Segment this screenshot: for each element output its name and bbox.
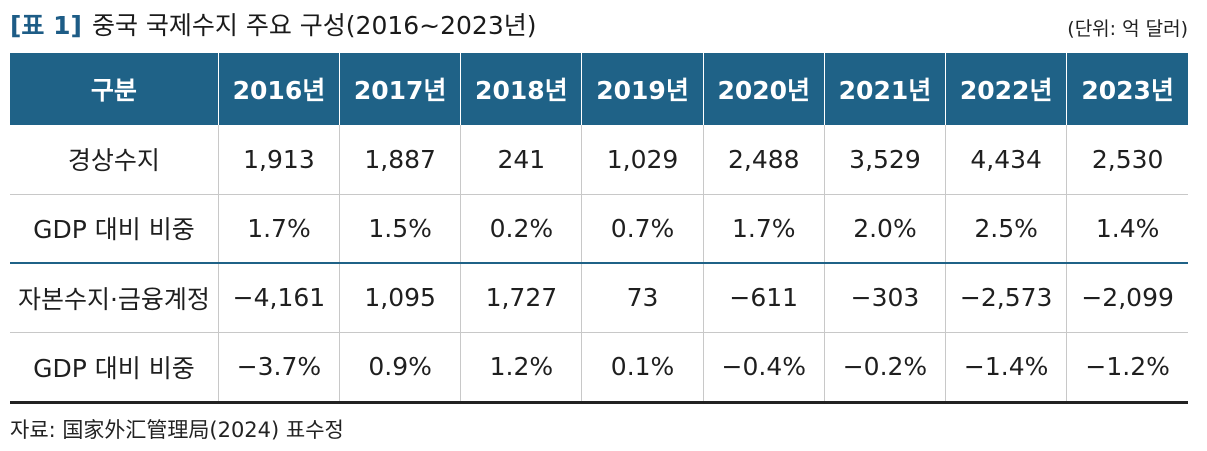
table-cell: 3,529 [823,125,946,194]
table-row-capital-financial-gdp-share: GDP 대비 비중 −3.7% 0.9% 1.2% 0.1% −0.4% −0.… [10,332,1188,401]
table-cell: 1,887 [339,125,461,194]
table-row-current-account-gdp-share: GDP 대비 비중 1.7% 1.5% 0.2% 0.7% 1.7% 2.0% … [10,194,1188,263]
table-cell: 1,029 [581,125,704,194]
table-cell: 1.5% [339,194,461,263]
row-label: GDP 대비 비중 [33,215,195,245]
unit-note: (단위: 억 달러) [1067,18,1188,40]
row-label: 경상수지 [67,146,160,176]
table-cell: 1.7% [217,194,340,263]
table-cell: 2,530 [1066,125,1188,194]
table-cell: 0.7% [581,194,704,263]
header-year: 2020년 [702,53,825,125]
table-cell: −2,573 [945,263,1067,332]
header-year: 2023년 [1066,53,1188,125]
table-cell: −0.2% [823,332,946,401]
table-cell: 2.5% [945,194,1067,263]
table-cell: 1,095 [339,263,461,332]
table-header-row: 구분 2016년 2017년 2018년 2019년 2020년 2021년 2… [10,53,1188,125]
table-cell: 1.4% [1066,194,1188,263]
table-cell: 1.7% [702,194,825,263]
data-table: 구분 2016년 2017년 2018년 2019년 2020년 2021년 2… [10,53,1188,401]
table-cell: −0.4% [702,332,825,401]
table-cell: 1.2% [460,332,582,401]
source-note: 자료: 国家外汇管理局(2024) 표수정 [10,418,344,442]
table-cell: 0.2% [460,194,582,263]
table-title-text: 중국 국제수지 주요 구성(2016~2023년) [91,11,537,40]
table-bottom-rule [10,401,1188,404]
table-row-current-account: 경상수지 1,913 1,887 241 1,029 2,488 3,529 4… [10,125,1188,194]
table-cell: 1,913 [217,125,340,194]
table-cell: 0.1% [581,332,704,401]
table-cell: 0.9% [339,332,461,401]
table-row-capital-financial-account: 자본수지·금융계정 −4,161 1,095 1,727 73 −611 −30… [10,263,1188,332]
table-cell: −1.2% [1066,332,1188,401]
table-cell: 2.0% [823,194,946,263]
table-cell: 2,488 [702,125,825,194]
table-cell: 241 [460,125,582,194]
table-cell: −611 [702,263,825,332]
table-cell: −2,099 [1066,263,1188,332]
table-cell: 73 [581,263,704,332]
row-label: GDP 대비 비중 [33,353,195,383]
table-cell: 1,727 [460,263,582,332]
header-year: 2018년 [460,53,582,125]
table-cell: −303 [823,263,946,332]
title-row: [표 1] 중국 국제수지 주요 구성(2016~2023년) (단위: 억 달러… [10,6,1200,46]
table-cell: 4,434 [945,125,1067,194]
header-year: 2019년 [581,53,704,125]
table-number-label: [표 1] [10,11,82,40]
table-cell: −1.4% [945,332,1067,401]
header-year: 2016년 [217,53,340,125]
balance-of-payments-table: 구분 2016년 2017년 2018년 2019년 2020년 2021년 2… [10,53,1188,401]
table-cell: −4,161 [217,263,340,332]
table-title: [표 1] 중국 국제수지 주요 구성(2016~2023년) [10,10,537,42]
row-label: 자본수지·금융계정 [17,284,210,314]
header-category: 구분 [90,76,137,105]
header-year: 2017년 [339,53,461,125]
header-year: 2021년 [823,53,946,125]
table-cell: −3.7% [217,332,340,401]
header-year: 2022년 [945,53,1067,125]
